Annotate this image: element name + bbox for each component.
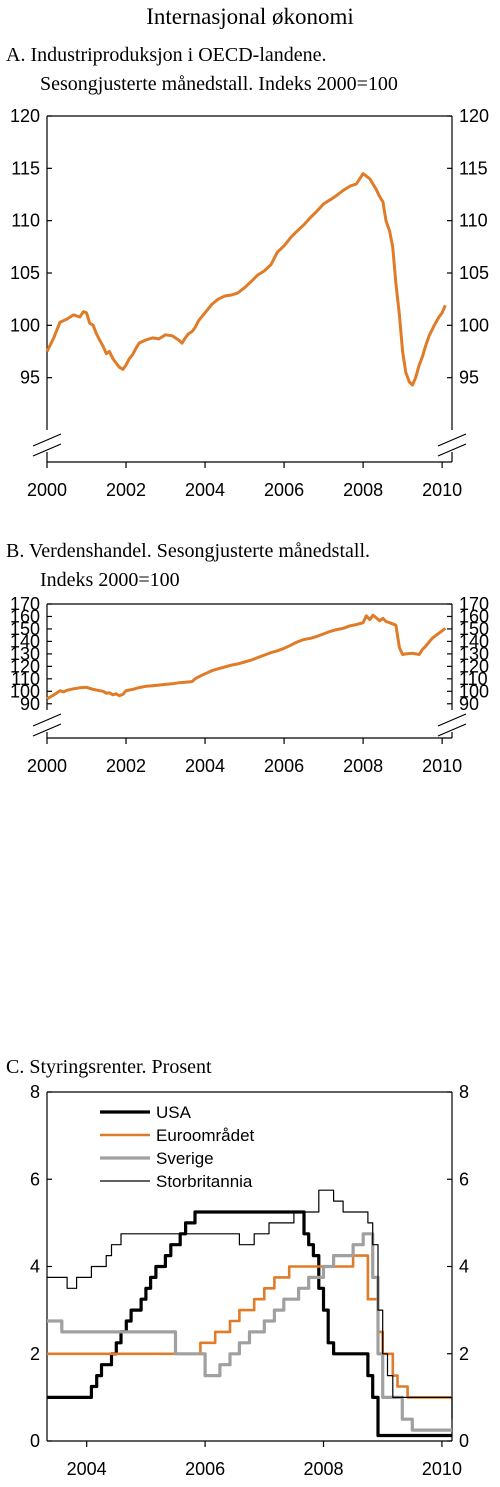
y-tick-label-left: 100: [10, 315, 40, 335]
x-tick-label: 2010: [422, 480, 462, 500]
y-tick-label-left: 120: [10, 656, 40, 676]
chart-a-plot: 95 95 100 100 105 105 110 110 115 115 120 120 2000 20…: [10, 106, 489, 500]
y-tick-label-right: 120: [459, 106, 489, 126]
y-tick-label-right: 110: [459, 669, 488, 689]
x-tick-label: 2004: [185, 480, 225, 500]
x-tick-label: 2006: [264, 480, 304, 500]
y-tick-label-left: 160: [10, 606, 40, 626]
y-tick-label-left: 100: [10, 681, 40, 701]
y-tick-label-left: 8: [30, 1082, 40, 1102]
chart-world-trade: B. Verdenshandel. Sesongjusterte månedst…: [6, 540, 489, 776]
y-tick-label-left: 130: [10, 644, 40, 664]
y-tick-label-left: 115: [11, 158, 40, 178]
y-tick-label-left: 4: [30, 1257, 40, 1277]
series-line-usa: [47, 1210, 452, 1438]
axis-break-mark-left: [32, 723, 62, 737]
axis-break-mark-left: [32, 713, 62, 727]
legend-label: USA: [156, 1103, 192, 1122]
chart-a-title-line1: A. Industriproduksjon i OECD-landene.: [6, 44, 327, 66]
y-tick-label-right: 90: [459, 694, 479, 714]
series-line-sverige: [47, 1232, 452, 1432]
y-tick-label-left: 105: [10, 263, 40, 283]
x-tick-label: 2006: [264, 756, 304, 776]
y-tick-label-left: 120: [10, 106, 40, 126]
y-tick-label-left: 110: [11, 669, 40, 689]
x-tick-label: 2000: [27, 480, 67, 500]
y-tick-label-left: 150: [10, 619, 40, 639]
y-tick-label-left: 6: [30, 1169, 40, 1189]
series-line-euroområdet: [47, 1254, 452, 1399]
x-tick-label: 2008: [303, 1459, 343, 1479]
y-tick-label-right: 170: [459, 594, 489, 614]
x-tick-label: 2004: [185, 756, 225, 776]
y-tick-label-right: 150: [459, 619, 489, 639]
y-tick-label-right: 115: [459, 158, 488, 178]
chart-policy-rates: C. Styringsrenter. Prosent 0 0 2 2 4 4 6 6 8 8 200…: [6, 1056, 469, 1479]
x-tick-label: 2002: [106, 480, 146, 500]
y-tick-label-right: 120: [459, 656, 489, 676]
y-tick-label-right: 160: [459, 606, 489, 626]
y-tick-label-left: 95: [20, 368, 40, 388]
x-tick-label: 2010: [422, 1459, 462, 1479]
y-tick-label-left: 0: [30, 1431, 40, 1451]
page-title: Internasjonal økonomi: [146, 4, 354, 29]
x-tick-label: 2000: [27, 756, 67, 776]
y-tick-label-right: 105: [459, 263, 489, 283]
chart-c-title: C. Styringsrenter. Prosent: [6, 1056, 212, 1078]
legend-label: Storbritannia: [156, 1172, 253, 1191]
y-tick-label-right: 130: [459, 644, 489, 664]
y-tick-label-left: 170: [10, 594, 40, 614]
chart-b-title-line1: B. Verdenshandel. Sesongjusterte månedst…: [6, 540, 370, 562]
axis-break-mark-left: [32, 443, 62, 457]
axis-break-mark-right: [437, 443, 467, 457]
y-tick-label-right: 8: [459, 1082, 469, 1102]
chart-b-title-line2: Indeks 2000=100: [40, 569, 180, 591]
axis-break-mark-right: [437, 723, 467, 737]
axis-break-mark-right: [437, 713, 467, 727]
y-tick-label-right: 100: [459, 681, 489, 701]
y-tick-label-left: 2: [30, 1344, 40, 1364]
y-tick-label-right: 0: [459, 1431, 469, 1451]
legend-label: Euroområdet: [156, 1126, 255, 1145]
chart-industrial-production: A. Industriproduksjon i OECD-landene. Se…: [6, 44, 489, 500]
x-tick-label: 2008: [343, 480, 383, 500]
chart-c-plot: 0 0 2 2 4 4 6 6 8 8 2004 2006 2008 2010 USA Euroområdet…: [30, 1082, 469, 1479]
series-line: [45, 172, 447, 387]
y-tick-label-right: 2: [459, 1344, 469, 1364]
axis-break-mark-left: [32, 433, 62, 447]
x-tick-label: 2002: [106, 756, 146, 776]
y-tick-label-right: 100: [459, 315, 489, 335]
y-tick-label-right: 110: [459, 211, 488, 231]
y-tick-label-left: 90: [20, 694, 40, 714]
x-tick-label: 2010: [422, 756, 462, 776]
series-line-storbritannia: [47, 1189, 453, 1420]
chart-a-title-line2: Sesongjusterte månedstall. Indeks 2000=1…: [40, 73, 398, 95]
x-tick-label: 2004: [67, 1459, 107, 1479]
legend-label: Sverige: [156, 1149, 214, 1168]
y-tick-label-right: 95: [459, 368, 479, 388]
y-tick-label-left: 140: [10, 631, 40, 651]
axis-break-mark-right: [437, 433, 467, 447]
y-tick-label-right: 140: [459, 631, 489, 651]
x-tick-label: 2008: [343, 756, 383, 776]
x-tick-label: 2006: [185, 1459, 225, 1479]
y-tick-label-right: 6: [459, 1169, 469, 1189]
y-tick-label-left: 110: [11, 211, 40, 231]
y-tick-label-right: 4: [459, 1257, 469, 1277]
series-line: [46, 613, 447, 701]
